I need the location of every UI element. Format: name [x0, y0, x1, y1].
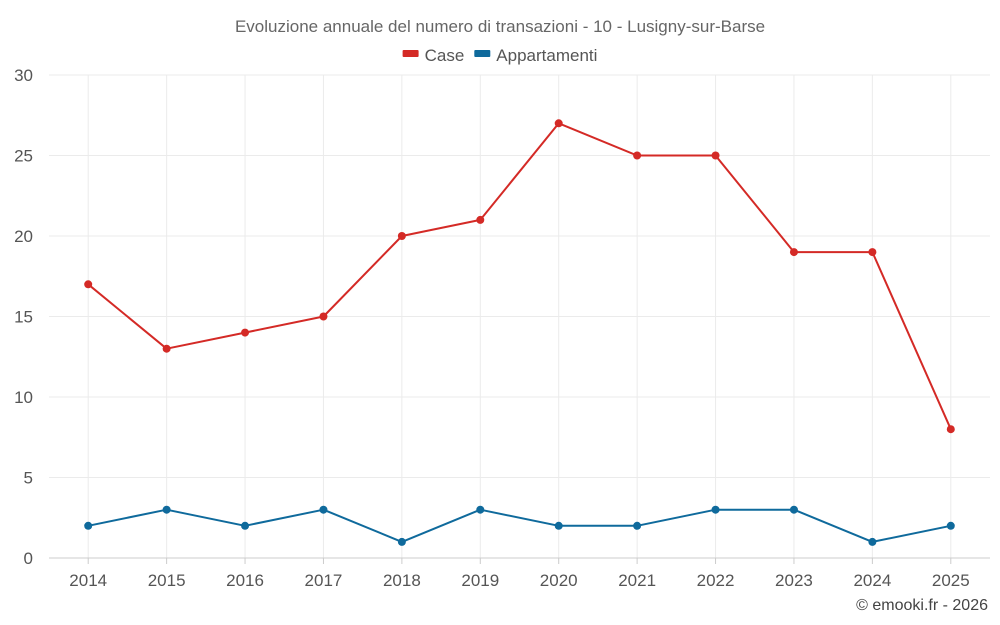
data-point-appartamenti [868, 537, 877, 546]
y-tick-label: 15 [14, 308, 33, 327]
y-tick-label: 0 [24, 549, 33, 568]
data-point-appartamenti [162, 505, 171, 514]
data-point-appartamenti [241, 521, 250, 530]
data-point-appartamenti [633, 521, 642, 530]
legend-item-case[interactable]: Case [402, 46, 465, 65]
series-line-case [87, 122, 952, 430]
data-point-case [554, 119, 563, 128]
data-point-case [319, 312, 328, 321]
y-tick-label: 10 [14, 388, 33, 407]
data-point-case [633, 151, 642, 160]
data-point-case [868, 248, 877, 257]
data-point-case [789, 248, 798, 257]
legend-label-appartamenti: Appartamenti [496, 46, 597, 65]
legend: Case Appartamenti [402, 46, 597, 65]
data-point-case [946, 425, 955, 434]
y-tick-label: 5 [24, 469, 33, 488]
x-tick-label: 2021 [618, 571, 656, 590]
data-point-case [162, 344, 171, 353]
x-tick-label: 2020 [540, 571, 578, 590]
credit-label: © emooki.fr - 2026 [856, 597, 988, 614]
data-point-case [711, 151, 720, 160]
y-tick-label: 30 [14, 66, 33, 85]
x-tick-label: 2014 [69, 571, 107, 590]
chart-title: Evoluzione annuale del numero di transaz… [235, 17, 765, 36]
x-tick-label: 2023 [775, 571, 813, 590]
data-point-appartamenti [946, 521, 955, 530]
legend-label-case: Case [425, 46, 465, 65]
legend-swatch-case [402, 50, 419, 57]
x-tick-label: 2022 [697, 571, 735, 590]
data-point-appartamenti [554, 521, 563, 530]
data-point-case [84, 280, 93, 289]
x-tick-label: 2017 [305, 571, 343, 590]
x-tick-label: 2015 [148, 571, 186, 590]
y-tick-label: 25 [14, 147, 33, 166]
data-point-appartamenti [789, 505, 798, 514]
data-point-appartamenti [319, 505, 328, 514]
legend-swatch-appartamenti [474, 50, 491, 57]
series-line-appartamenti [87, 508, 952, 543]
data-point-case [241, 328, 250, 337]
series-layer [84, 119, 955, 546]
x-tick-label: 2018 [383, 571, 421, 590]
x-tick-label: 2025 [932, 571, 970, 590]
grid [49, 74, 990, 558]
x-tick-label: 2024 [853, 571, 891, 590]
y-tick-label: 20 [14, 227, 33, 246]
data-point-appartamenti [711, 505, 720, 514]
x-tick-label: 2019 [461, 571, 499, 590]
data-point-appartamenti [397, 537, 406, 546]
data-point-case [397, 232, 406, 240]
data-point-appartamenti [476, 505, 485, 514]
data-point-appartamenti [84, 521, 93, 530]
x-tick-label: 2016 [226, 571, 264, 590]
data-point-case [476, 215, 485, 224]
legend-item-appartamenti[interactable]: Appartamenti [474, 46, 597, 65]
